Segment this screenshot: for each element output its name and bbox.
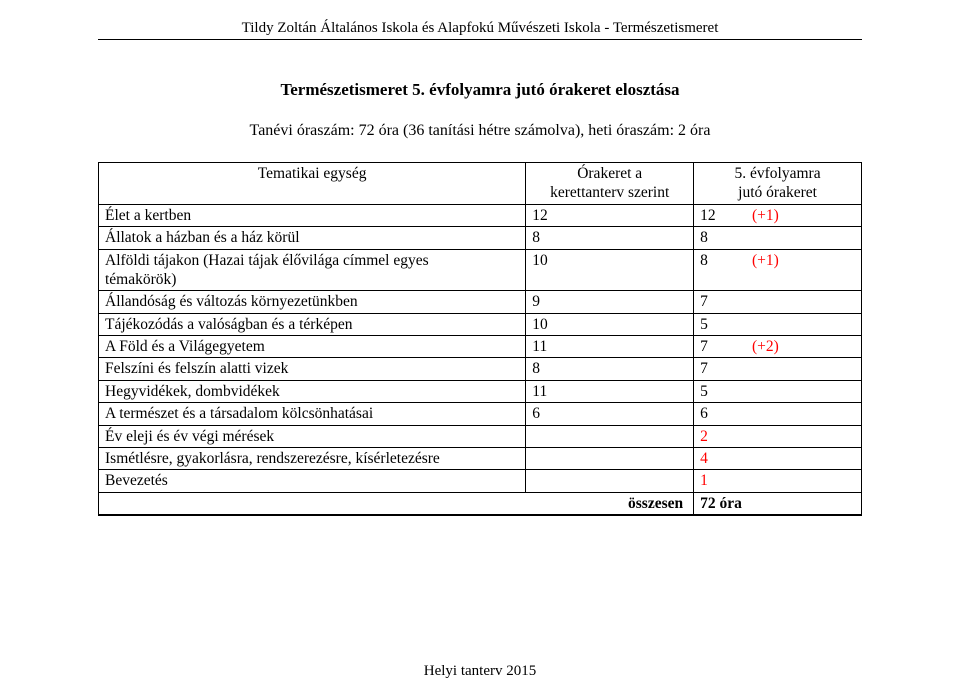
cell-a: 11 [526, 380, 694, 402]
cell-a: 11 [526, 336, 694, 358]
table-row: A természet és a társadalom kölcsönhatás… [99, 403, 862, 425]
cell-b-val: 8 [700, 228, 748, 247]
cell-b-val: 8 [700, 251, 748, 270]
cell-b-val: 7 [700, 292, 748, 311]
cell-label: Év eleji és év végi mérések [99, 425, 526, 447]
cell-label: Ismétlésre, gyakorlásra, rendszerezésre,… [99, 447, 526, 469]
table-row: Bevezetés 1 [99, 470, 862, 492]
cell-b: 5 [694, 380, 862, 402]
cell-a [526, 470, 694, 492]
header-rule [98, 39, 862, 40]
cell-label-l2: témakörök) [105, 271, 176, 288]
table-row: Állandóság és változás környezetünkben 9… [99, 291, 862, 313]
cell-label: Hegyvidékek, dombvidékek [99, 380, 526, 402]
cell-label: Élet a kertben [99, 204, 526, 226]
cell-b: 7 [694, 358, 862, 380]
table-header-row: Tematikai egység Órakeret a kerettanterv… [99, 163, 862, 205]
cell-b: 7 (+2) [694, 336, 862, 358]
th-frame-hours: Órakeret a kerettanterv szerint [526, 163, 694, 205]
sum-value: 72 óra [694, 492, 862, 514]
cell-a: 10 [526, 249, 694, 291]
cell-label: Állatok a házban és a ház körül [99, 227, 526, 249]
cell-b-val: 12 [700, 206, 748, 225]
cell-b: 6 [694, 403, 862, 425]
table-row: Alföldi tájakon (Hazai tájak élővilága c… [99, 249, 862, 291]
cell-b-val: 6 [700, 404, 748, 423]
cell-b: 12 (+1) [694, 204, 862, 226]
table-row: Felszíni és felszín alatti vizek 8 7 [99, 358, 862, 380]
timetable: Tematikai egység Órakeret a kerettanterv… [98, 162, 862, 515]
cell-label: Állandóság és változás környezetünkben [99, 291, 526, 313]
table-sum-row: összesen 72 óra [99, 492, 862, 514]
cell-label: A Föld és a Világegyetem [99, 336, 526, 358]
sum-label: összesen [99, 492, 694, 514]
cell-a: 8 [526, 227, 694, 249]
cell-a [526, 447, 694, 469]
cell-label: Felszíni és felszín alatti vizek [99, 358, 526, 380]
cell-label: Bevezetés [99, 470, 526, 492]
cell-b: 4 [694, 447, 862, 469]
cell-b-val: 5 [700, 315, 748, 334]
table-row: Ismétlésre, gyakorlásra, rendszerezésre,… [99, 447, 862, 469]
table-row: A Föld és a Világegyetem 11 7 (+2) [99, 336, 862, 358]
table-row: Állatok a házban és a ház körül 8 8 [99, 227, 862, 249]
doc-subtitle: Tanévi óraszám: 72 óra (36 tanítási hétr… [98, 122, 862, 140]
cell-a [526, 425, 694, 447]
footer-rule [98, 515, 862, 516]
cell-b-extra: (+1) [752, 207, 779, 224]
cell-b: 8 [694, 227, 862, 249]
cell-b-val: 7 [700, 337, 748, 356]
th-topic: Tematikai egység [99, 163, 526, 205]
table-row: Élet a kertben 12 12 (+1) [99, 204, 862, 226]
cell-a: 9 [526, 291, 694, 313]
cell-a: 12 [526, 204, 694, 226]
th-grade-hours-l2: jutó órakeret [738, 184, 817, 201]
table-row: Hegyvidékek, dombvidékek 11 5 [99, 380, 862, 402]
cell-b: 7 [694, 291, 862, 313]
table-row: Tájékozódás a valóságban és a térképen 1… [99, 313, 862, 335]
cell-label: Tájékozódás a valóságban és a térképen [99, 313, 526, 335]
cell-b-val: 5 [700, 382, 748, 401]
cell-b: 8 (+1) [694, 249, 862, 291]
cell-b: 2 [694, 425, 862, 447]
th-grade-hours: 5. évfolyamra jutó órakeret [694, 163, 862, 205]
page-header: Tildy Zoltán Általános Iskola és Alapfok… [98, 20, 862, 39]
doc-title: Természetismeret 5. évfolyamra jutó órak… [98, 80, 862, 100]
table-row: Év eleji és év végi mérések 2 [99, 425, 862, 447]
cell-label-l1: Alföldi tájakon (Hazai tájak élővilága c… [105, 252, 429, 269]
cell-a: 6 [526, 403, 694, 425]
th-grade-hours-l1: 5. évfolyamra [735, 165, 821, 182]
cell-a: 8 [526, 358, 694, 380]
cell-b-val: 7 [700, 359, 748, 378]
cell-label: Alföldi tájakon (Hazai tájak élővilága c… [99, 249, 526, 291]
cell-a: 10 [526, 313, 694, 335]
cell-b: 5 [694, 313, 862, 335]
cell-label: A természet és a társadalom kölcsönhatás… [99, 403, 526, 425]
page-footer: Helyi tanterv 2015 [0, 663, 960, 680]
cell-b: 1 [694, 470, 862, 492]
cell-b-extra: (+2) [752, 338, 779, 355]
cell-b-extra: (+1) [752, 252, 779, 269]
th-frame-hours-l1: Órakeret a [577, 165, 642, 182]
th-frame-hours-l2: kerettanterv szerint [550, 184, 669, 201]
